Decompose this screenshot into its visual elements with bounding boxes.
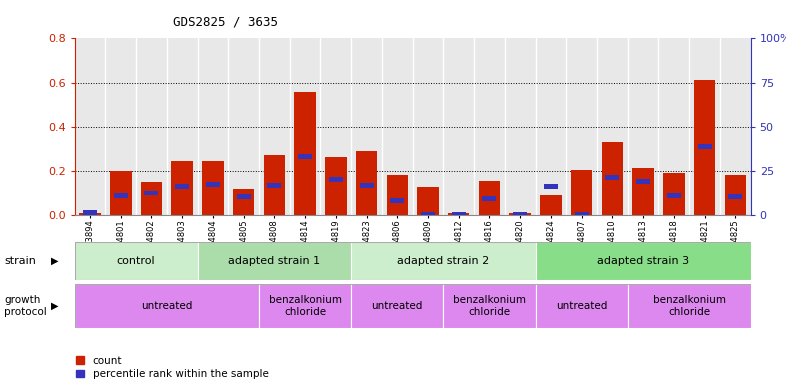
- Bar: [443, 38, 474, 215]
- Text: strain: strain: [4, 256, 36, 266]
- Bar: [632, 167, 654, 215]
- Bar: [321, 38, 351, 215]
- Bar: [359, 183, 373, 188]
- Bar: [628, 38, 659, 215]
- Bar: [566, 38, 597, 215]
- Bar: [474, 38, 505, 215]
- Text: benzalkonium
chloride: benzalkonium chloride: [453, 295, 526, 317]
- Bar: [351, 242, 535, 280]
- Bar: [263, 156, 285, 215]
- Text: untreated: untreated: [372, 301, 423, 311]
- Bar: [725, 175, 746, 215]
- Bar: [75, 242, 197, 280]
- Bar: [202, 161, 224, 215]
- Bar: [110, 171, 131, 215]
- Bar: [197, 38, 228, 215]
- Legend: count, percentile rank within the sample: count, percentile rank within the sample: [76, 356, 269, 379]
- Text: growth
protocol: growth protocol: [4, 295, 46, 317]
- Text: ▶: ▶: [51, 256, 59, 266]
- Bar: [171, 161, 193, 215]
- Bar: [79, 213, 101, 215]
- Bar: [237, 194, 251, 199]
- Bar: [295, 93, 316, 215]
- Text: benzalkonium
chloride: benzalkonium chloride: [652, 295, 725, 317]
- Bar: [535, 284, 628, 328]
- Bar: [259, 284, 351, 328]
- Text: adapted strain 3: adapted strain 3: [597, 256, 689, 266]
- Bar: [75, 38, 105, 215]
- Bar: [628, 284, 751, 328]
- Bar: [290, 38, 321, 215]
- Bar: [540, 195, 562, 215]
- Bar: [479, 181, 500, 215]
- Bar: [145, 190, 159, 195]
- Bar: [351, 284, 443, 328]
- Bar: [141, 182, 162, 215]
- Bar: [729, 194, 742, 199]
- Bar: [382, 38, 413, 215]
- Bar: [535, 38, 566, 215]
- Bar: [167, 38, 197, 215]
- Bar: [267, 183, 281, 188]
- Bar: [443, 284, 535, 328]
- Bar: [136, 38, 167, 215]
- Bar: [298, 154, 312, 159]
- Bar: [535, 242, 751, 280]
- Bar: [83, 210, 97, 215]
- Bar: [544, 184, 558, 189]
- Bar: [505, 38, 535, 215]
- Text: GDS2825 / 3635: GDS2825 / 3635: [173, 15, 278, 28]
- Bar: [417, 187, 439, 215]
- Bar: [597, 38, 628, 215]
- Text: control: control: [117, 256, 156, 266]
- Bar: [483, 196, 497, 201]
- Bar: [601, 142, 623, 215]
- Bar: [605, 175, 619, 180]
- Bar: [175, 184, 189, 189]
- Bar: [720, 38, 751, 215]
- Bar: [75, 284, 259, 328]
- Bar: [259, 38, 290, 215]
- Text: untreated: untreated: [141, 301, 193, 311]
- Bar: [114, 193, 128, 198]
- Bar: [636, 179, 650, 184]
- Bar: [689, 38, 720, 215]
- Bar: [325, 157, 347, 215]
- Text: benzalkonium
chloride: benzalkonium chloride: [269, 295, 342, 317]
- Bar: [421, 212, 435, 216]
- Bar: [233, 189, 255, 215]
- Bar: [105, 38, 136, 215]
- Bar: [513, 212, 527, 216]
- Bar: [413, 38, 443, 215]
- Bar: [197, 242, 351, 280]
- Bar: [659, 38, 689, 215]
- Bar: [351, 38, 382, 215]
- Text: untreated: untreated: [556, 301, 608, 311]
- Text: ▶: ▶: [51, 301, 59, 311]
- Text: adapted strain 1: adapted strain 1: [228, 256, 321, 266]
- Text: adapted strain 2: adapted strain 2: [397, 256, 490, 266]
- Bar: [694, 80, 715, 215]
- Bar: [387, 175, 408, 215]
- Bar: [329, 177, 343, 182]
- Bar: [356, 151, 377, 215]
- Bar: [667, 193, 681, 198]
- Bar: [509, 213, 531, 215]
- Bar: [571, 170, 593, 215]
- Bar: [206, 182, 220, 187]
- Bar: [391, 198, 404, 203]
- Bar: [448, 213, 469, 215]
- Bar: [452, 212, 466, 216]
- Bar: [697, 144, 711, 149]
- Bar: [575, 212, 589, 216]
- Bar: [663, 173, 685, 215]
- Bar: [228, 38, 259, 215]
